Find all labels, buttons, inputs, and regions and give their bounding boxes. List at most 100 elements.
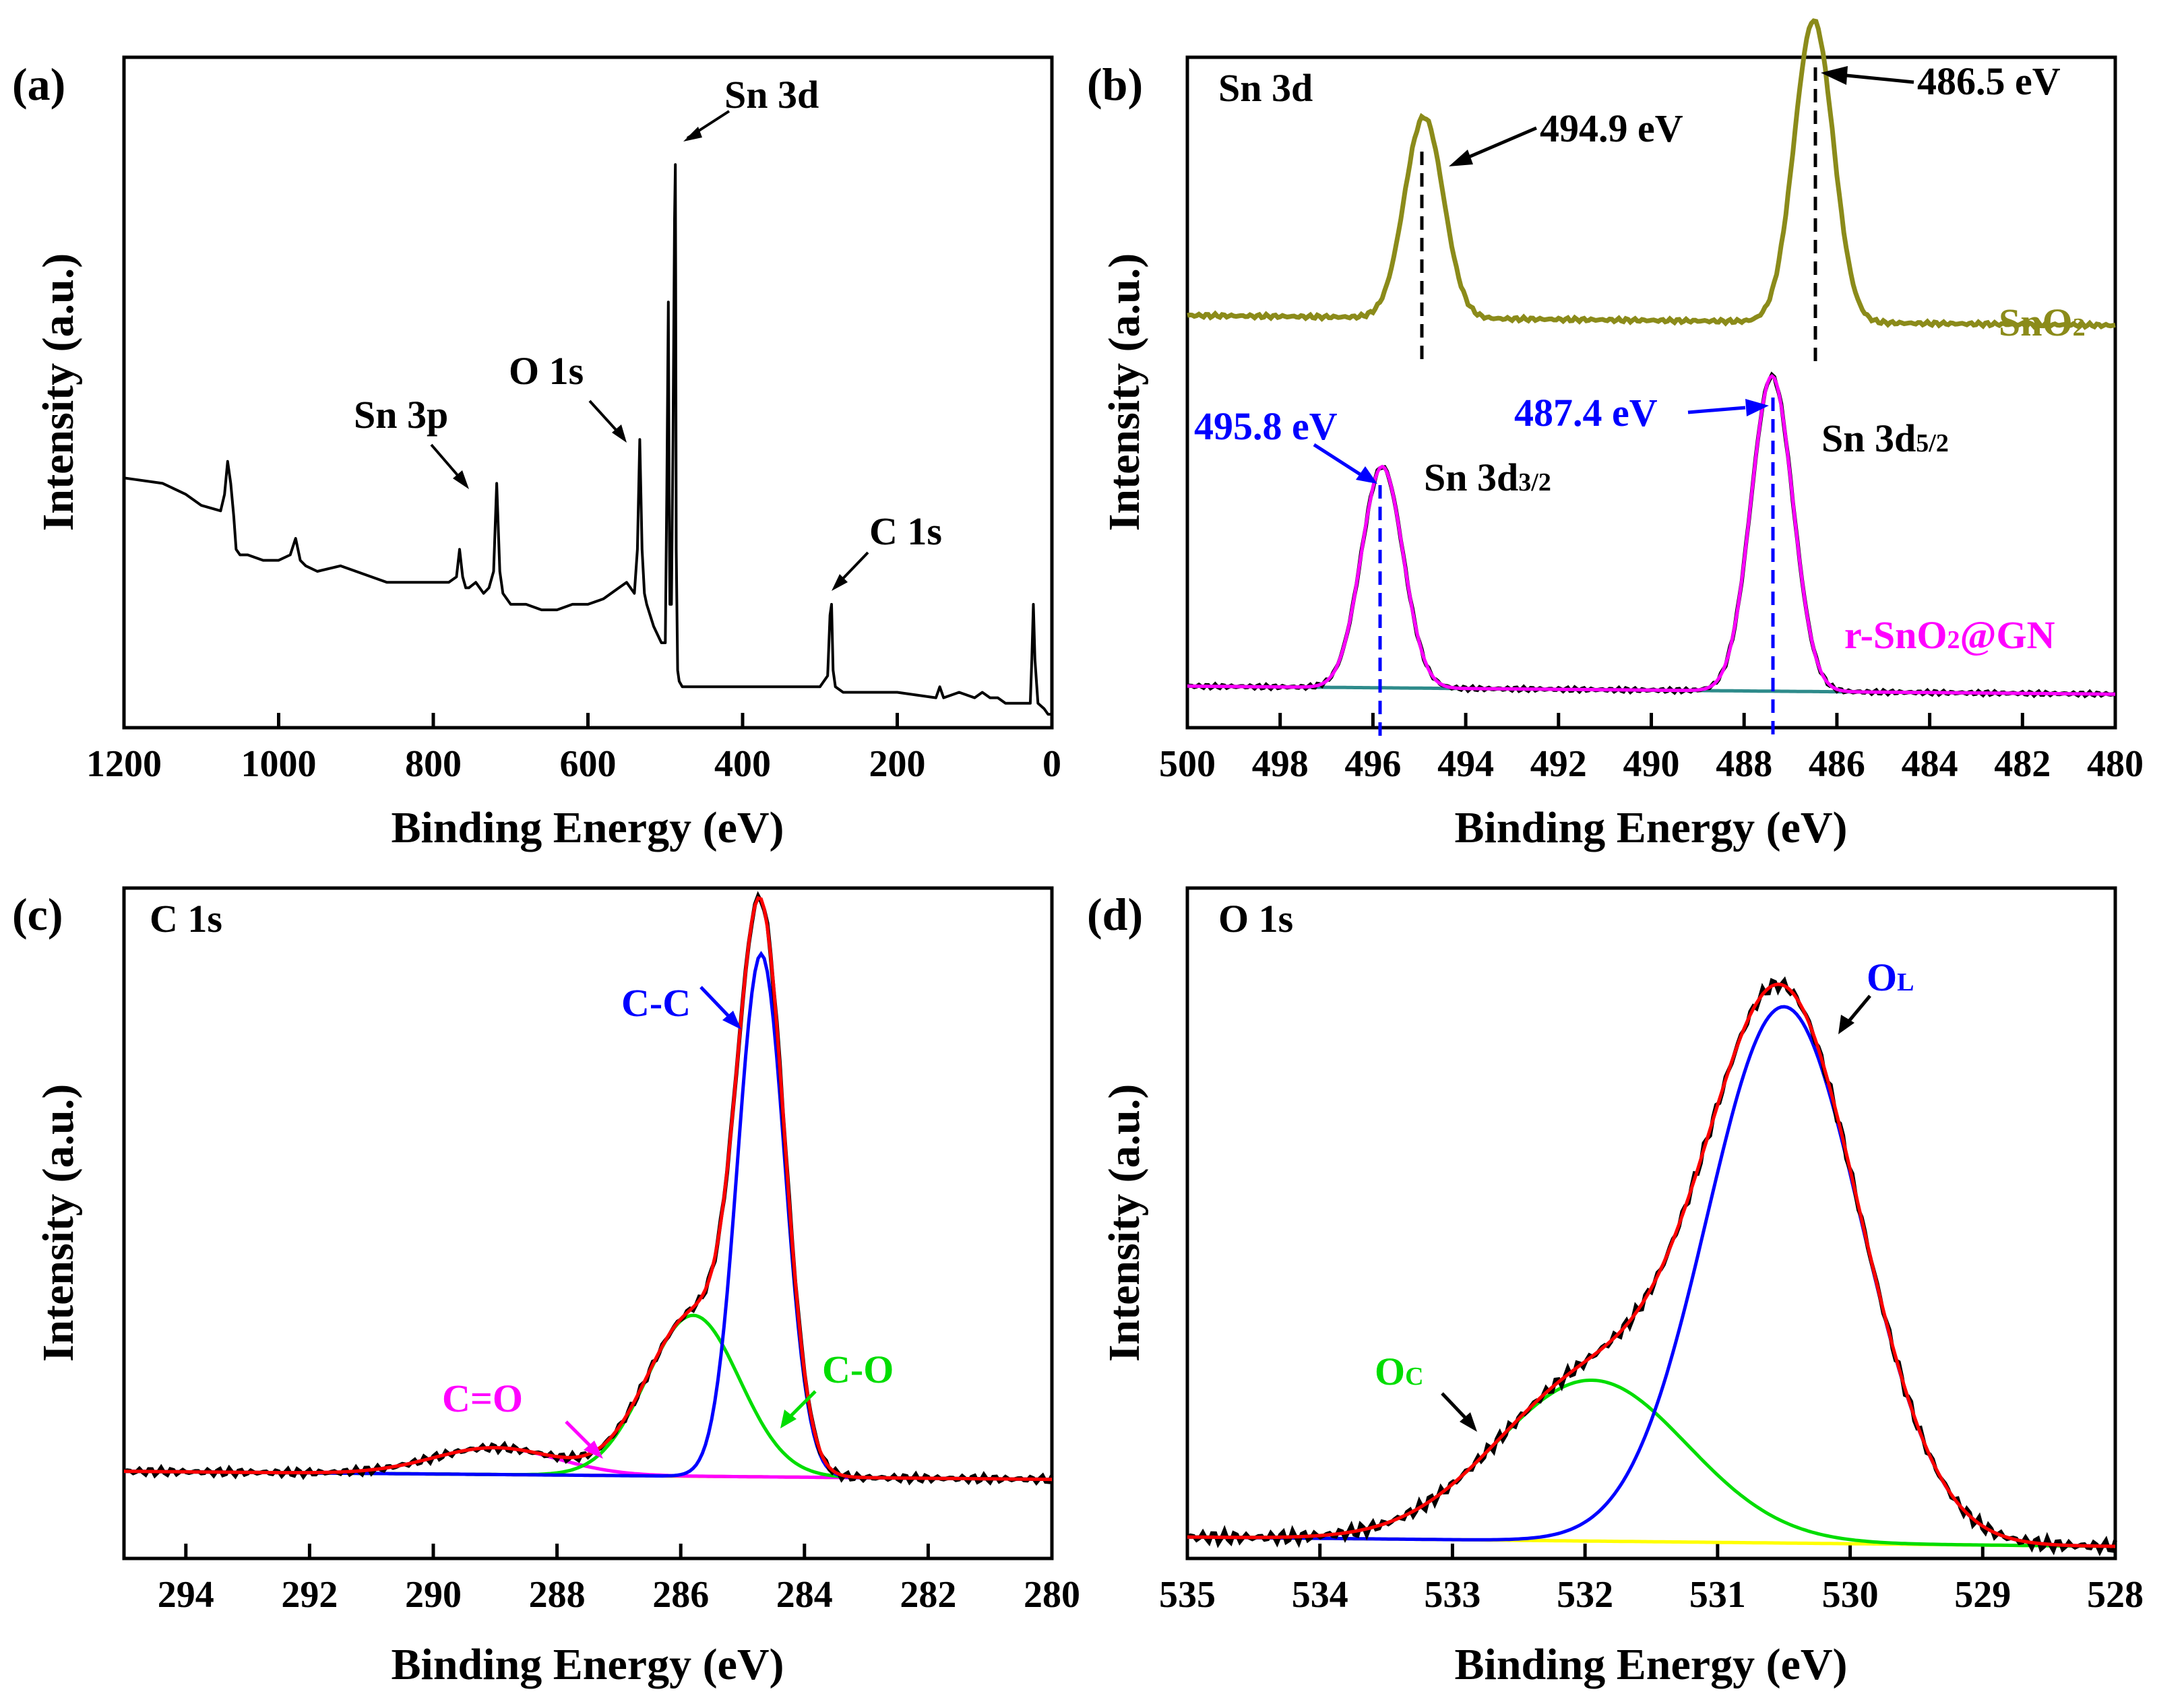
x-tick-label-d-532: 532 [1557, 1574, 1613, 1616]
annotation-cc-label: C-C [621, 981, 691, 1025]
annotation-oc-label: OC [1375, 1350, 1424, 1393]
annotation-ol-arrowhead [1838, 1015, 1854, 1034]
annotation-co-arrow [787, 1390, 817, 1420]
annotation-ol-label: OL [1867, 955, 1914, 999]
annotation-cc-arrow [699, 986, 732, 1020]
series-line-fit-c [123, 895, 1052, 1482]
series-line-rsno2gn-fit [1187, 373, 2116, 696]
legend-label-rsno2gn: r-SnO2@GN [1844, 613, 2055, 657]
panel-a: (a) 1200 1000 800 600 400 200 0 Sn 3d O 1s Sn … [12, 55, 1061, 852]
x-tick-label-b-482: 482 [1994, 743, 2051, 785]
annotation-sn3p-arrowhead [453, 470, 469, 489]
x-tick-label-c-294: 294 [158, 1574, 214, 1616]
x-tick-label-a-200: 200 [869, 743, 926, 785]
x-axis-title-d: Binding Energy (eV) [1454, 1640, 1847, 1689]
y-axis-title-a: Intensity (a.u.) [34, 253, 83, 532]
annotation-co-label: C-O [822, 1348, 894, 1391]
annotation-494-9: 494.9 eV [1449, 106, 1683, 166]
panel-d: (d) O 1s 535 534 533 532 531 530 529 528 OL OC … [1087, 886, 2144, 1689]
x-tick-label-c-286: 286 [652, 1574, 709, 1616]
panel-label-d: (d) [1087, 889, 1143, 940]
x-tick-label-d-533: 533 [1424, 1574, 1480, 1616]
x-tick-label-a-0: 0 [1042, 743, 1061, 785]
panel-c: (c) C 1s 294 292 290 288 286 284 282 280 C-C C-… [12, 886, 1080, 1689]
annotation-495-8-label: 495.8 eV [1194, 404, 1338, 448]
plot-frame-d [1185, 886, 2117, 1560]
x-tick-label-c-284: 284 [776, 1574, 833, 1616]
annotation-c1s: C 1s [832, 509, 942, 591]
series-line-c-c [124, 951, 1052, 1482]
annotation-c1s-arrowhead [832, 574, 848, 591]
x-tick-label-c-288: 288 [529, 1574, 586, 1616]
annotation-o1s-label: O 1s [509, 349, 584, 393]
y-axis-title-b: Intensity (a.u.) [1100, 253, 1149, 532]
x-tick-label-b-494: 494 [1437, 743, 1494, 785]
panel-title-b: Sn 3d [1218, 66, 1313, 110]
annotation-sn3d: Sn 3d [683, 73, 819, 141]
x-tick-label-c-280: 280 [1024, 1574, 1080, 1616]
y-axis-title-c: Intensity (a.u.) [34, 1084, 83, 1362]
panel-label-c: (c) [12, 889, 63, 940]
annotation-c-double-o-arrow [565, 1420, 594, 1450]
plot-frame-a [122, 55, 1054, 730]
annotation-486-5: 486.5 eV [1821, 59, 2061, 103]
annotation-495-8: 495.8 eV [1194, 404, 1377, 484]
plot-frame-c [122, 886, 1054, 1560]
series-line-raw-c [123, 891, 1054, 1486]
x-tick-label-d-531: 531 [1689, 1574, 1746, 1616]
annotation-cc: C-C [621, 981, 741, 1030]
legend-label-sno2: SnO2 [1999, 301, 2086, 344]
series-line-raw-d [1186, 976, 2117, 1556]
annotation-sn3d-label: Sn 3d [724, 73, 819, 117]
x-tick-label-c-282: 282 [900, 1574, 956, 1616]
annotation-c-double-o-arrowhead [584, 1441, 603, 1459]
x-tick-label-b-484: 484 [1902, 743, 1958, 785]
annotation-oc: OC [1375, 1350, 1477, 1432]
x-tick-label-b-480: 480 [2087, 743, 2144, 785]
x-tick-label-d-534: 534 [1292, 1574, 1348, 1616]
series-line-sno2 [1187, 18, 2116, 330]
annotation-co-arrowhead [780, 1410, 797, 1428]
x-tick-label-a-600: 600 [560, 743, 617, 785]
annotation-oc-arrow [1441, 1392, 1470, 1423]
x-tick-label-a-800: 800 [405, 743, 462, 785]
panel-b: (b) Sn 3d 500 498 496 494 492 490 488 486 484 482… [1087, 18, 2144, 852]
annotation-486-5-arrow [1846, 73, 1914, 84]
x-tick-label-b-488: 488 [1716, 743, 1772, 785]
x-ticks-b: 500 498 496 494 492 490 488 486 484 482 480 [1159, 713, 2144, 785]
annotation-494-9-label: 494.9 eV [1540, 106, 1683, 150]
x-tick-label-a-1200: 1200 [86, 743, 162, 785]
annotation-487-4-label: 487.4 eV [1514, 391, 1658, 435]
annotation-ol-arrow [1845, 995, 1871, 1025]
x-tick-label-b-498: 498 [1252, 743, 1309, 785]
panel-title-d: O 1s [1218, 897, 1293, 941]
x-tick-label-d-530: 530 [1822, 1574, 1879, 1616]
x-tick-label-c-290: 290 [405, 1574, 462, 1616]
panel-label-b: (b) [1087, 59, 1143, 110]
panel-label-a: (a) [12, 59, 65, 110]
x-tick-label-d-528: 528 [2087, 1574, 2144, 1616]
x-tick-label-d-529: 529 [1954, 1574, 2011, 1616]
annotation-487-4-arrowhead [1745, 399, 1769, 416]
series-line-ol [1187, 1005, 2115, 1548]
annotation-486-5-label: 486.5 eV [1917, 59, 2061, 103]
annotation-486-5-arrowhead [1821, 66, 1848, 85]
annotation-sn3d-arrowhead [683, 127, 702, 141]
annotation-o1s-arrowhead [612, 424, 627, 443]
series-line-fit-d [1187, 982, 2115, 1548]
series-line-survey [123, 163, 1052, 716]
x-tick-label-c-292: 292 [281, 1574, 338, 1616]
y-axis-title-d: Intensity (a.u.) [1100, 1084, 1149, 1362]
x-tick-label-a-1000: 1000 [241, 743, 317, 785]
annotation-495-8-arrowhead [1356, 466, 1377, 484]
annotation-sn3p: Sn 3p [354, 393, 469, 489]
x-tick-label-b-486: 486 [1809, 743, 1865, 785]
annotation-494-9-arrowhead [1449, 150, 1473, 166]
x-ticks-c: 294 292 290 288 286 284 282 280 [158, 1544, 1080, 1616]
annotation-o1s: O 1s [509, 349, 627, 443]
x-axis-title-a: Binding Energy (eV) [391, 803, 784, 852]
annotation-oc-arrowhead [1460, 1412, 1477, 1432]
x-tick-label-b-492: 492 [1530, 743, 1587, 785]
annotation-495-8-arrow [1313, 443, 1363, 477]
